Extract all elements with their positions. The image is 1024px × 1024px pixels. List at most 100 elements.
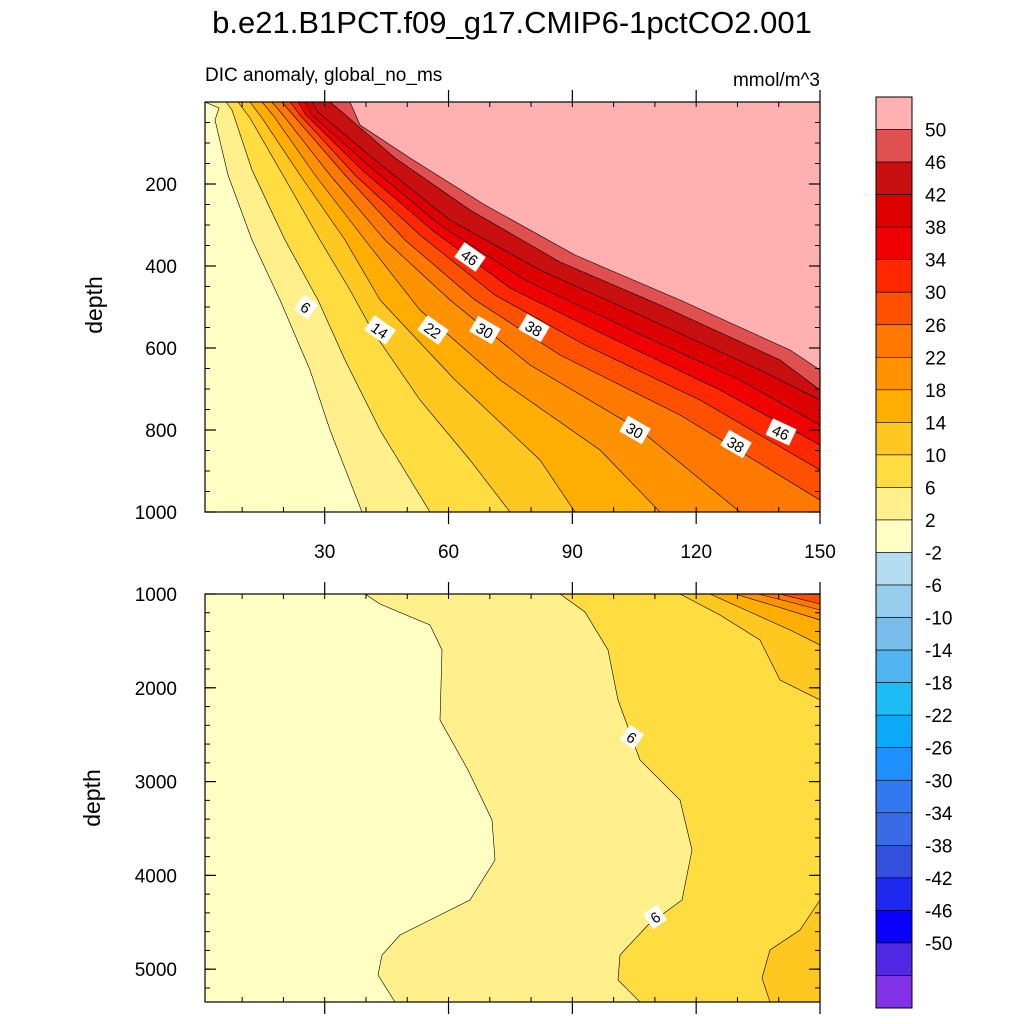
lower-ylabel: depth bbox=[79, 769, 105, 827]
colorbar-swatch bbox=[875, 291, 913, 326]
colorbar-label: -14 bbox=[925, 641, 953, 662]
contour-label-text: 14 bbox=[367, 319, 390, 342]
contour-label-text: 30 bbox=[623, 420, 646, 443]
colorbar-swatch bbox=[875, 454, 913, 488]
colorbar-swatch bbox=[875, 714, 913, 749]
colorbar-label: 38 bbox=[925, 218, 946, 239]
colorbar-swatch bbox=[875, 845, 913, 879]
contour-label: 6 bbox=[293, 294, 319, 320]
chart-title: b.e21.B1PCT.f09_g17.CMIP6-1pctCO2.001 bbox=[212, 5, 812, 40]
colorbar-swatch bbox=[875, 552, 913, 586]
colorbar-swatch bbox=[875, 226, 913, 260]
contour-label-box bbox=[417, 315, 449, 345]
contour-label-box bbox=[720, 429, 752, 459]
y-tick-label: 4000 bbox=[135, 866, 177, 887]
band-30-34-lower bbox=[779, 594, 820, 605]
upper-panel: depth 200 400 600 800 1000 30 60 90 120 150 46 6 1… bbox=[81, 90, 836, 563]
x-tick-label: 60 bbox=[438, 542, 459, 563]
y-tick-label: 800 bbox=[145, 421, 177, 442]
colorbar-frame bbox=[875, 96, 913, 1009]
colorbar-swatch bbox=[875, 356, 913, 391]
y-tick-label: 2000 bbox=[135, 679, 177, 700]
colorbar-swatch bbox=[875, 812, 913, 846]
colorbar: 50 46 42 38 34 30 26 22 18 14 10 6 2 -2 -6 -10 -14 -18 -22… bbox=[875, 96, 953, 1009]
colorbar-label: 42 bbox=[925, 186, 946, 207]
colorbar-label: -30 bbox=[925, 771, 952, 792]
colorbar-label: 18 bbox=[925, 381, 946, 402]
lower-fills bbox=[205, 594, 820, 1002]
y-tick-label: 5000 bbox=[135, 960, 177, 981]
y-tick-label: 1000 bbox=[135, 585, 177, 606]
contour-label-box bbox=[364, 315, 396, 345]
colorbar-label: 22 bbox=[925, 348, 946, 369]
contour-label-box bbox=[469, 315, 501, 345]
y-tick-label: 600 bbox=[145, 339, 177, 360]
contour-label-box bbox=[619, 724, 645, 750]
colorbar-label: 2 bbox=[925, 511, 936, 532]
colorbar-label: -42 bbox=[925, 869, 952, 890]
contour-label: 38 bbox=[518, 313, 550, 343]
colorbar-swatch bbox=[875, 129, 913, 163]
colorbar-swatch bbox=[875, 161, 913, 195]
left-string: DIC anomaly, global_no_ms bbox=[205, 65, 442, 86]
colorbar-swatch bbox=[875, 487, 913, 521]
colorbar-swatch bbox=[875, 584, 913, 618]
colorbar-swatch bbox=[875, 422, 913, 456]
colorbar-label: -18 bbox=[925, 674, 952, 695]
band-10-14-lower bbox=[559, 594, 820, 1002]
contour-label: 30 bbox=[469, 315, 501, 345]
colorbar-label: 46 bbox=[925, 153, 946, 174]
colorbar-swatch bbox=[875, 910, 913, 944]
colorbar-swatch bbox=[875, 259, 913, 293]
contour-label: 46 bbox=[454, 242, 486, 272]
colorbar-label: 6 bbox=[925, 478, 936, 499]
contour-label-box bbox=[619, 415, 651, 445]
colorbar-label: 14 bbox=[925, 413, 947, 434]
lower-y-axis: 1000 2000 3000 4000 5000 bbox=[135, 585, 820, 989]
colorbar-swatch bbox=[875, 779, 913, 814]
colorbar-swatch bbox=[875, 96, 913, 130]
colorbar-label: -22 bbox=[925, 706, 952, 727]
y-tick-label: 400 bbox=[145, 257, 177, 278]
colorbar-label: -2 bbox=[925, 544, 942, 565]
contour-label-text: 22 bbox=[420, 319, 443, 342]
contour-label-text: 38 bbox=[724, 434, 747, 457]
contour-label-box bbox=[293, 294, 319, 320]
contour-label-text: 30 bbox=[473, 320, 496, 343]
x-tick-label: 30 bbox=[314, 542, 335, 563]
colorbar-label: 10 bbox=[925, 446, 946, 467]
colorbar-swatch bbox=[875, 975, 913, 1009]
colorbar-label: 26 bbox=[925, 316, 946, 337]
x-tick-label: 150 bbox=[804, 542, 836, 563]
x-tick-label: 120 bbox=[680, 542, 712, 563]
colorbar-swatch bbox=[875, 389, 913, 423]
contour-label-text: 46 bbox=[457, 246, 480, 269]
contour-label: 30 bbox=[619, 415, 651, 445]
band-above-50 bbox=[349, 102, 820, 371]
colorbar-label: -6 bbox=[925, 576, 942, 597]
contour-label: 22 bbox=[417, 315, 449, 345]
contour-label-box bbox=[454, 242, 486, 272]
colorbar-swatch bbox=[875, 682, 913, 716]
colorbar-label: 34 bbox=[925, 251, 947, 272]
colorbar-label: -50 bbox=[925, 934, 952, 955]
upper-ylabel: depth bbox=[81, 276, 107, 334]
upper-contour-labels: 46 6 14 22 30 38 30 38 46 bbox=[293, 242, 797, 459]
lower-contour-labels: 66 bbox=[619, 724, 668, 930]
colorbar-swatch bbox=[875, 877, 913, 911]
colorbar-swatch bbox=[875, 519, 913, 553]
contour-label: 6 bbox=[642, 904, 668, 930]
upper-fills bbox=[205, 102, 820, 512]
colorbar-swatch bbox=[875, 747, 913, 781]
colorbar-label: -26 bbox=[925, 739, 952, 760]
colorbar-swatch bbox=[875, 942, 913, 976]
colorbar-label: -46 bbox=[925, 901, 952, 922]
upper-x-axis: 30 60 90 120 150 bbox=[241, 90, 836, 563]
colorbar-label: 30 bbox=[925, 283, 946, 304]
contour-label-text: 46 bbox=[769, 422, 791, 444]
x-tick-label: 90 bbox=[562, 542, 583, 563]
contour-label: 46 bbox=[765, 418, 797, 446]
colorbar-label: -38 bbox=[925, 836, 952, 857]
